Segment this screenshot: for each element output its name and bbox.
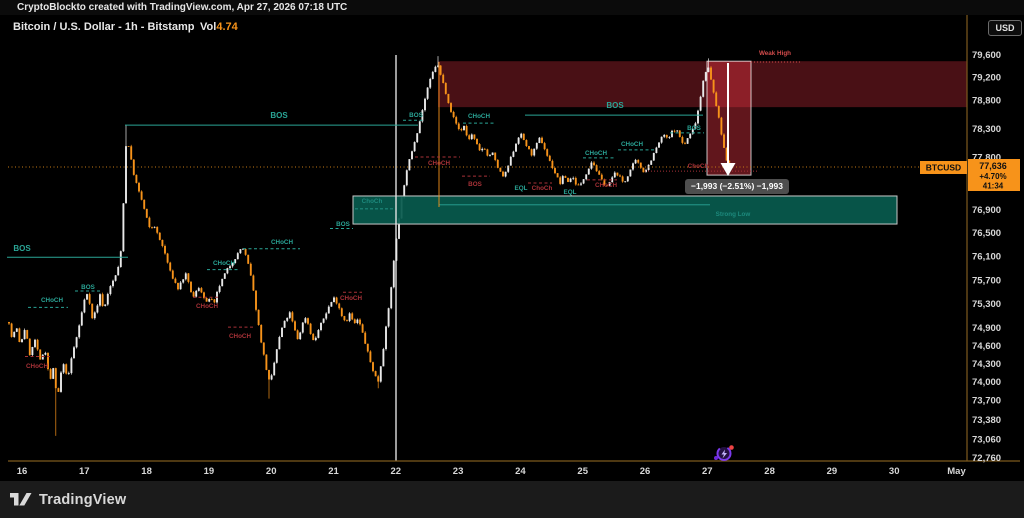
tradingview-wordmark[interactable]: TradingView xyxy=(39,491,127,508)
weak-high-label: Weak High xyxy=(759,50,791,57)
time-tick-label: 17 xyxy=(79,466,90,477)
time-axis[interactable]: 16 17 18 19 20 21 22 23 24 25 26 27 28 29 30 May xyxy=(17,466,967,477)
price-tick-label: 79,200 xyxy=(972,73,1001,84)
choch-label: CHoCH xyxy=(213,260,235,267)
price-tick-label: 74,300 xyxy=(972,359,1001,370)
time-tick-label: 24 xyxy=(515,466,526,477)
choch-label: CHoCH xyxy=(196,303,218,310)
annotation-labels: BOS CHoCH BOS BOS CHoCH CHoCH BOS BOS CHoCH BOS CH… xyxy=(13,50,791,370)
bar-countdown: 41:34 xyxy=(983,182,1004,191)
price-tick-label: 75,700 xyxy=(972,275,1001,286)
price-tick-label: 75,300 xyxy=(972,299,1001,310)
price-tick-label: 79,600 xyxy=(972,50,1001,61)
bos-label: BOS xyxy=(81,284,95,291)
zones xyxy=(438,60,967,176)
candlestick-series xyxy=(8,56,731,436)
price-tick-label: 72,760 xyxy=(972,453,1001,464)
price-tick-label: 76,500 xyxy=(972,228,1001,239)
bos-label: BOS xyxy=(606,101,624,110)
choch-label: CHoCH xyxy=(585,150,607,157)
structure-lines xyxy=(7,61,802,358)
price-tick-label: 73,380 xyxy=(972,415,1001,426)
choch-label: CHoCH xyxy=(271,239,293,246)
currency-toggle-button[interactable]: USD xyxy=(988,20,1022,36)
arrow-head-icon xyxy=(720,163,736,176)
price-axis[interactable]: 79,600 79,200 78,800 78,300 77,800 76,900 76,5… xyxy=(972,50,1001,464)
eql-label: EQL xyxy=(515,185,528,192)
price-tick-label: 77,800 xyxy=(972,153,1001,164)
choch-label: CHoCH xyxy=(229,333,251,340)
price-tick-label: 74,600 xyxy=(972,341,1001,352)
bos-label: BOS xyxy=(270,111,288,120)
time-tick-label: 30 xyxy=(889,466,900,477)
price-tick-label: 76,900 xyxy=(972,205,1001,216)
price-change-percent: +4.70% xyxy=(979,172,1006,181)
price-tick-label: 78,800 xyxy=(972,95,1001,106)
eql-label: EQL xyxy=(564,189,577,196)
time-tick-label: 16 xyxy=(17,466,28,477)
choch-label: ChoCh xyxy=(362,198,383,205)
time-tick-label: 19 xyxy=(204,466,215,477)
footer-bar: TradingView xyxy=(0,481,1024,518)
time-tick-label: 27 xyxy=(702,466,713,477)
price-tick-label: 73,060 xyxy=(972,435,1001,446)
bos-label: BOS xyxy=(687,125,701,132)
projection-arrow[interactable] xyxy=(720,63,736,176)
choch-label: ChoCh xyxy=(688,163,709,170)
choch-label: CHoCH xyxy=(340,295,362,302)
position-loss-tooltip: −1,993 (−2.51%) −1,993 xyxy=(685,179,789,194)
time-tick-label: May xyxy=(947,466,966,477)
choch-label: CHoCH xyxy=(26,363,48,370)
demand-zone-group: ChoCh Strong Low xyxy=(352,195,898,225)
choch-label: CHoCH xyxy=(428,160,450,167)
cyclone-emoji-icon[interactable] xyxy=(714,445,734,461)
price-tick-label: 76,100 xyxy=(972,252,1001,263)
chart-legend[interactable]: Bitcoin / U.S. Dollar - 1h - Bitstamp Vo… xyxy=(13,21,238,33)
volume-value: 4.74 xyxy=(216,21,238,33)
time-tick-label: 29 xyxy=(827,466,838,477)
time-tick-label: 28 xyxy=(764,466,775,477)
time-tick-label: 23 xyxy=(453,466,464,477)
choch-label: CHoCH xyxy=(41,297,63,304)
bos-label: BOS xyxy=(468,181,482,188)
volume-label: Vol xyxy=(200,21,217,33)
price-tick-label: 73,700 xyxy=(972,395,1001,406)
attribution-text: CryptoBlockto created with TradingView.c… xyxy=(17,2,348,13)
symbol-tag-label: BTCUSD xyxy=(926,163,961,173)
bos-label: BOS xyxy=(409,112,423,119)
time-tick-label: 21 xyxy=(328,466,339,477)
choch-label: CHoCH xyxy=(621,141,643,148)
choch-label: CHoCH xyxy=(468,113,490,120)
symbol-title: Bitcoin / U.S. Dollar - 1h - Bitstamp xyxy=(13,21,195,33)
price-tick-label: 74,900 xyxy=(972,323,1001,334)
choch-label: ChoCh xyxy=(532,185,553,192)
bos-label: BOS xyxy=(13,244,31,253)
last-price-tag: BTCUSD 77,636+4.70%41:34 xyxy=(920,159,1020,191)
time-tick-label: 18 xyxy=(141,466,152,477)
attribution-bar: CryptoBlockto created with TradingView.c… xyxy=(0,0,1024,15)
time-tick-label: 26 xyxy=(640,466,651,477)
time-tick-label: 20 xyxy=(266,466,277,477)
price-tick-label: 78,300 xyxy=(972,124,1001,135)
bos-label: BOS xyxy=(336,221,350,228)
price-tick-label: 74,000 xyxy=(972,377,1001,388)
tradingview-logo-icon[interactable] xyxy=(10,491,32,508)
choch-label: CHoCH xyxy=(595,182,617,189)
time-tick-label: 25 xyxy=(577,466,588,477)
last-price-value: 77,636 xyxy=(979,161,1007,171)
demand-zone[interactable] xyxy=(352,195,898,225)
strong-low-label: Strong Low xyxy=(716,211,751,218)
time-tick-label: 22 xyxy=(391,466,402,477)
